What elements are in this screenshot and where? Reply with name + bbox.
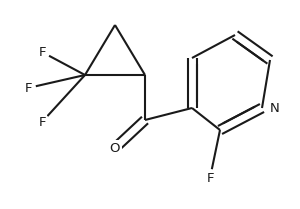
- Text: F: F: [38, 116, 46, 129]
- Text: N: N: [270, 102, 280, 115]
- Text: F: F: [24, 82, 32, 94]
- Text: F: F: [38, 46, 46, 59]
- Text: F: F: [206, 172, 214, 185]
- Text: O: O: [110, 141, 120, 154]
